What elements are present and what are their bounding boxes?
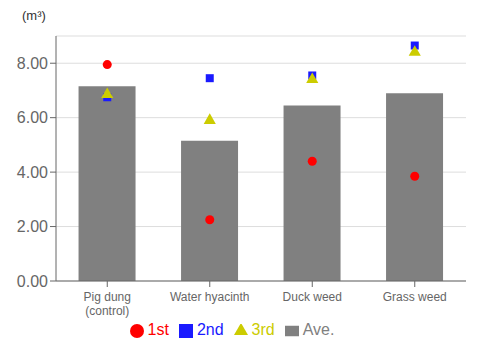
svg-text:Pig dung(control): Pig dung(control) [84,290,131,318]
svg-text:8.00: 8.00 [17,55,48,72]
html-text:1st: 1st [147,321,169,338]
svg-text:Water hyacinth: Water hyacinth [170,290,250,304]
svg-text:Duck weed: Duck weed [283,290,342,304]
svg-text:6.00: 6.00 [17,109,48,126]
html-text:(m³): (m³) [22,8,46,23]
svg-text:4.00: 4.00 [17,164,48,181]
svg-text:2.00: 2.00 [17,218,48,235]
svg-text:0.00: 0.00 [17,273,48,290]
html-text:2nd: 2nd [196,321,224,338]
html-text:3rd: 3rd [251,321,275,338]
svg-text:Grass weed: Grass weed [383,290,447,304]
html-text:Ave.: Ave. [302,321,335,338]
